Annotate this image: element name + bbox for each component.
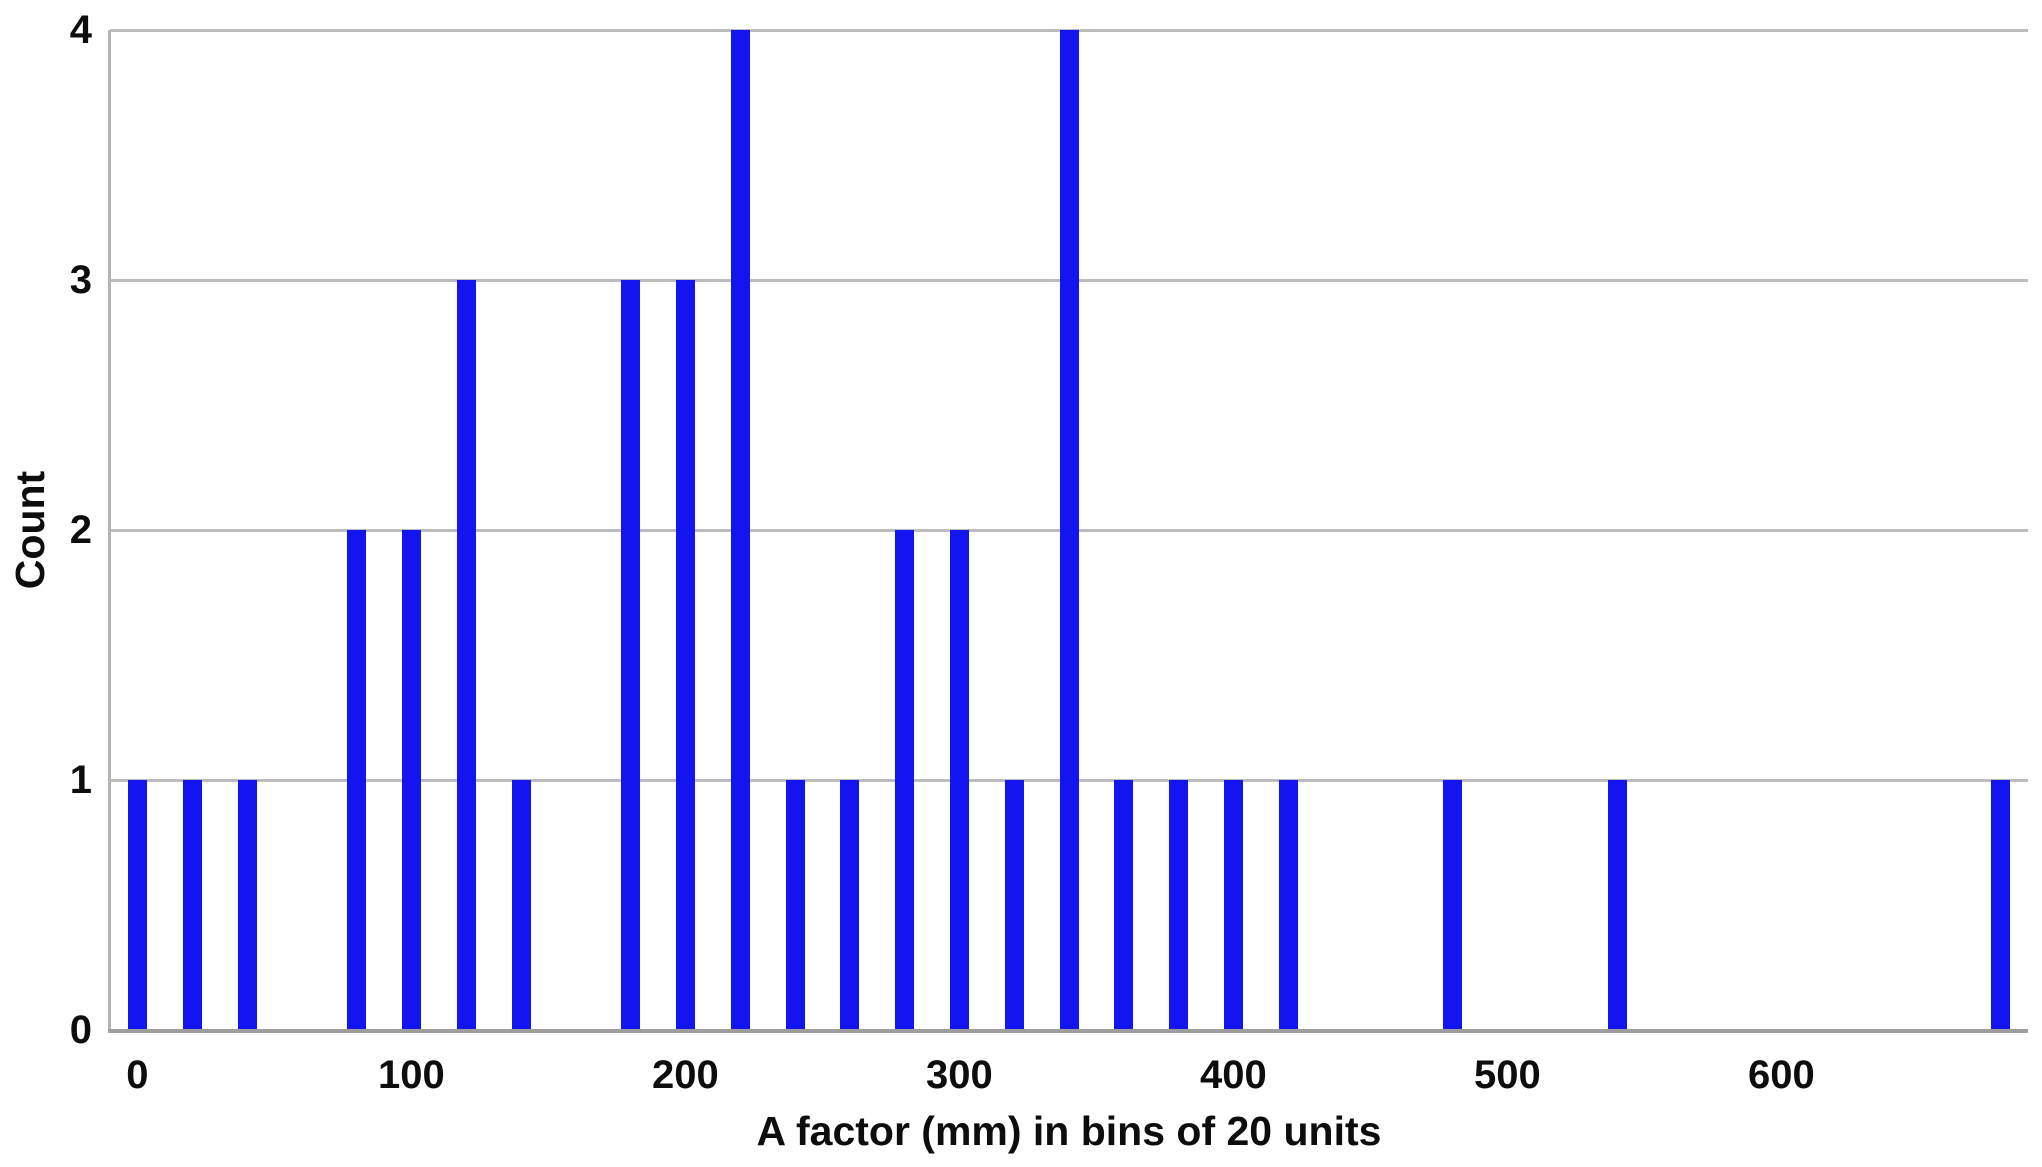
x-tick-label-300: 300: [926, 1053, 993, 1097]
y-tick-label-1: 1: [69, 758, 92, 802]
x-axis-title: A factor (mm) in bins of 20 units: [756, 1108, 1382, 1154]
histogram-bar-100: [401, 530, 421, 1029]
x-tick-label-400: 400: [1200, 1053, 1267, 1097]
y-axis-line: [108, 30, 111, 1032]
histogram-bar-40: [237, 780, 257, 1029]
histogram-bar-120: [456, 280, 476, 1029]
histogram-bar-320: [1004, 780, 1024, 1029]
plot-area: [110, 29, 2028, 1030]
histogram-bar-380: [1169, 780, 1189, 1029]
x-axis-line: [108, 1029, 2028, 1033]
histogram-bar-280: [895, 530, 915, 1029]
histogram-bar-540: [1607, 780, 1627, 1029]
histogram-bar-20: [182, 780, 202, 1029]
histogram-bar-360: [1114, 780, 1134, 1029]
histogram-bar-300: [949, 530, 969, 1029]
histogram-bar-140: [511, 780, 531, 1029]
histogram-bar-0: [127, 780, 147, 1029]
x-tick-label-600: 600: [1748, 1053, 1815, 1097]
histogram-bar-680: [1991, 780, 2011, 1029]
x-tick-label-500: 500: [1474, 1053, 1541, 1097]
histogram-bar-180: [621, 280, 641, 1029]
histogram-bar-340: [1059, 30, 1079, 1029]
histogram-bar-80: [347, 530, 367, 1029]
y-tick-label-4: 4: [69, 8, 92, 52]
histogram-bar-420: [1278, 780, 1298, 1029]
y-tick-label-3: 3: [69, 258, 92, 302]
histogram-bar-400: [1223, 780, 1243, 1029]
histogram-bar-260: [840, 780, 860, 1029]
x-tick-label-100: 100: [378, 1053, 445, 1097]
histogram-bar-200: [675, 280, 695, 1029]
x-tick-label-200: 200: [652, 1053, 719, 1097]
histogram-bar-240: [785, 780, 805, 1029]
x-tick-label-0: 0: [126, 1053, 149, 1097]
y-tick-label-0: 0: [69, 1008, 92, 1052]
y-tick-label-2: 2: [69, 508, 92, 552]
histogram-bar-220: [730, 30, 750, 1029]
histogram-bar-480: [1443, 780, 1463, 1029]
